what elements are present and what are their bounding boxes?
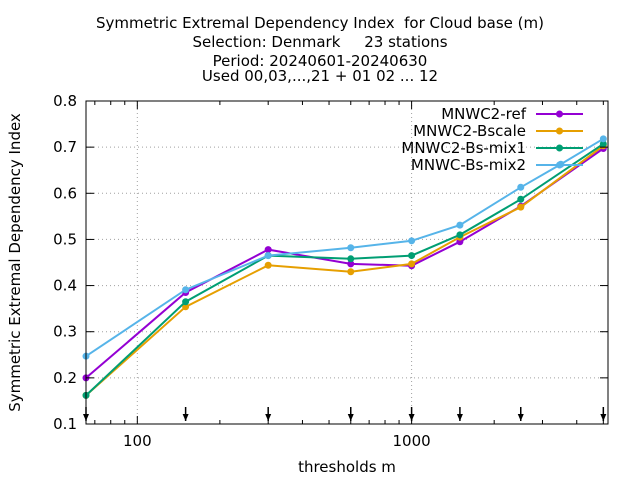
y-tick-label: 0.1 [53, 415, 77, 433]
x-tick-label: 100 [123, 432, 152, 450]
data-point [517, 183, 525, 191]
legend-marker [556, 110, 563, 118]
series-line [85, 144, 604, 397]
y-tick-label: 0.5 [53, 230, 77, 248]
legend-label: MNWC2-Bscale [413, 122, 526, 140]
threshold-markers [83, 407, 607, 421]
data-point [264, 252, 272, 260]
threshold-arrow-head [83, 414, 89, 421]
plot-frame [85, 100, 609, 425]
data-point [182, 303, 190, 311]
series-lines [82, 135, 607, 399]
grid-lines [86, 101, 608, 424]
data-point [347, 260, 355, 268]
data-point [517, 203, 525, 211]
data-point [456, 221, 464, 229]
chart-title-line-4: Used 00,03,...,21 + 01 02 ... 12 [201, 67, 439, 85]
y-tick-label: 0.4 [53, 277, 77, 295]
threshold-arrow-head [456, 414, 463, 421]
threshold-arrow-head [600, 414, 607, 421]
data-point [599, 135, 607, 143]
data-point [347, 268, 355, 276]
legend-marker [556, 144, 563, 152]
chart-title-line-2: Selection: Denmark 23 stations [192, 33, 448, 51]
y-tick-label: 0.7 [53, 138, 77, 156]
data-point [517, 195, 525, 203]
series-line [85, 147, 604, 379]
data-point [264, 246, 272, 254]
legend-label: MNWC2-Bs-mix1 [401, 139, 526, 157]
data-point [408, 260, 416, 268]
x-tick-label: 1000 [393, 432, 431, 450]
data-point [182, 286, 190, 294]
threshold-arrow-head [517, 414, 524, 421]
data-point [599, 140, 607, 148]
legend-label: MNWC2-ref [441, 105, 526, 123]
y-tick-label: 0.6 [53, 184, 77, 202]
legend: MNWC2-refMNWC2-BscaleMNWC2-Bs-mix1MNWC-B… [401, 105, 583, 174]
data-point [456, 231, 464, 239]
threshold-arrow-head [182, 414, 189, 421]
chart-title-line-3: Period: 20240601-20240630 [212, 52, 428, 70]
series-line [85, 143, 604, 397]
chart-title-line-1: Symmetric Extremal Dependency Index for … [96, 14, 544, 32]
legend-label: MNWC-Bs-mix2 [411, 156, 526, 174]
y-tick-label: 0.3 [53, 323, 77, 341]
legend-marker [556, 161, 563, 169]
y-axis-label: Symmetric Extremal Dependency Index [6, 113, 24, 412]
data-point [182, 298, 190, 306]
x-axis-label: thresholds m [298, 458, 396, 476]
data-point [408, 237, 416, 245]
threshold-arrow-head [265, 414, 272, 421]
threshold-arrow-head [347, 414, 354, 421]
data-point [347, 255, 355, 263]
data-point [264, 261, 272, 269]
legend-marker [556, 127, 563, 135]
data-point [347, 244, 355, 252]
axis-ticks: 0.1 0.2 0.3 0.4 0.5 0.6 0.7 0.8 100 1000 [53, 92, 608, 450]
y-tick-label: 0.2 [53, 369, 77, 387]
y-tick-label: 0.8 [53, 92, 77, 110]
data-point [408, 252, 416, 260]
threshold-arrow-head [408, 414, 415, 421]
